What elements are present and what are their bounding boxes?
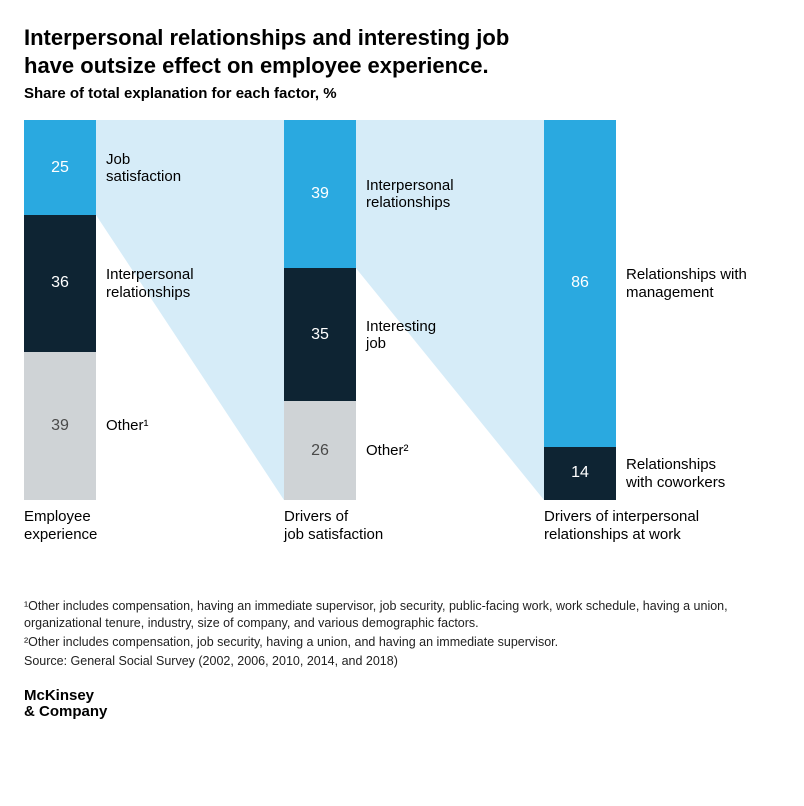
segment-label: Jobsatisfaction <box>106 151 181 186</box>
bar-axis-label: Drivers ofjob satisfaction <box>284 508 484 544</box>
bar-segment: 39 <box>24 352 96 500</box>
stacked-bar: 86Relationships withmanagement14Relation… <box>544 120 616 500</box>
bar-segment: 39 <box>284 120 356 268</box>
chart-subtitle: Share of total explanation for each fact… <box>24 85 780 102</box>
brand-line-1: McKinsey <box>24 687 94 704</box>
segment-value: 35 <box>311 326 329 344</box>
segment-value: 39 <box>311 185 329 203</box>
bar-segment: 26 <box>284 401 356 500</box>
segment-label: Other¹ <box>106 417 149 434</box>
bar-segment: 35 <box>284 268 356 401</box>
segment-value: 36 <box>51 274 69 292</box>
segment-value: 39 <box>51 417 69 435</box>
brand-line-2: & Company <box>24 703 107 720</box>
bar-segment: 36 <box>24 215 96 352</box>
segment-label: Interestingjob <box>366 318 436 353</box>
stacked-bar: 25Jobsatisfaction36Interpersonalrelation… <box>24 120 96 500</box>
segment-value: 14 <box>571 464 589 482</box>
footnote-1: ¹Other includes compensation, having an … <box>24 598 780 632</box>
bar-axis-label: Employeeexperience <box>24 508 224 544</box>
title-line-1: Interpersonal relationships and interest… <box>24 25 509 50</box>
segment-label: Interpersonalrelationships <box>366 177 454 212</box>
bar-segment: 25 <box>24 120 96 215</box>
segment-label: Interpersonalrelationships <box>106 266 194 301</box>
segment-label: Relationships withmanagement <box>626 266 747 301</box>
bar-axis-label: Drivers of interpersonalrelationships at… <box>544 508 744 544</box>
segment-label: Relationshipswith coworkers <box>626 456 725 491</box>
segment-label: Other² <box>366 442 409 459</box>
title-line-2: have outsize effect on employee experien… <box>24 53 489 78</box>
stacked-bar-flow-chart: 25 Jobsatisfaction 36 Interpersonalrelation… <box>24 120 780 550</box>
source-line: Source: General Social Survey (2002, 200… <box>24 653 780 670</box>
footnote-2: ²Other includes compensation, job securi… <box>24 634 780 651</box>
segment-value: 26 <box>311 442 329 460</box>
segment-value: 25 <box>51 159 69 177</box>
footnotes: ¹Other includes compensation, having an … <box>24 598 780 670</box>
bar-segment: 86 <box>544 120 616 447</box>
bar-segment: 14 <box>544 447 616 500</box>
chart-title: Interpersonal relationships and interest… <box>24 24 780 79</box>
stacked-bar: 39Interpersonalrelationships35Interestin… <box>284 120 356 500</box>
segment-value: 86 <box>571 274 589 292</box>
brand-mark: McKinsey & Company <box>24 688 780 721</box>
